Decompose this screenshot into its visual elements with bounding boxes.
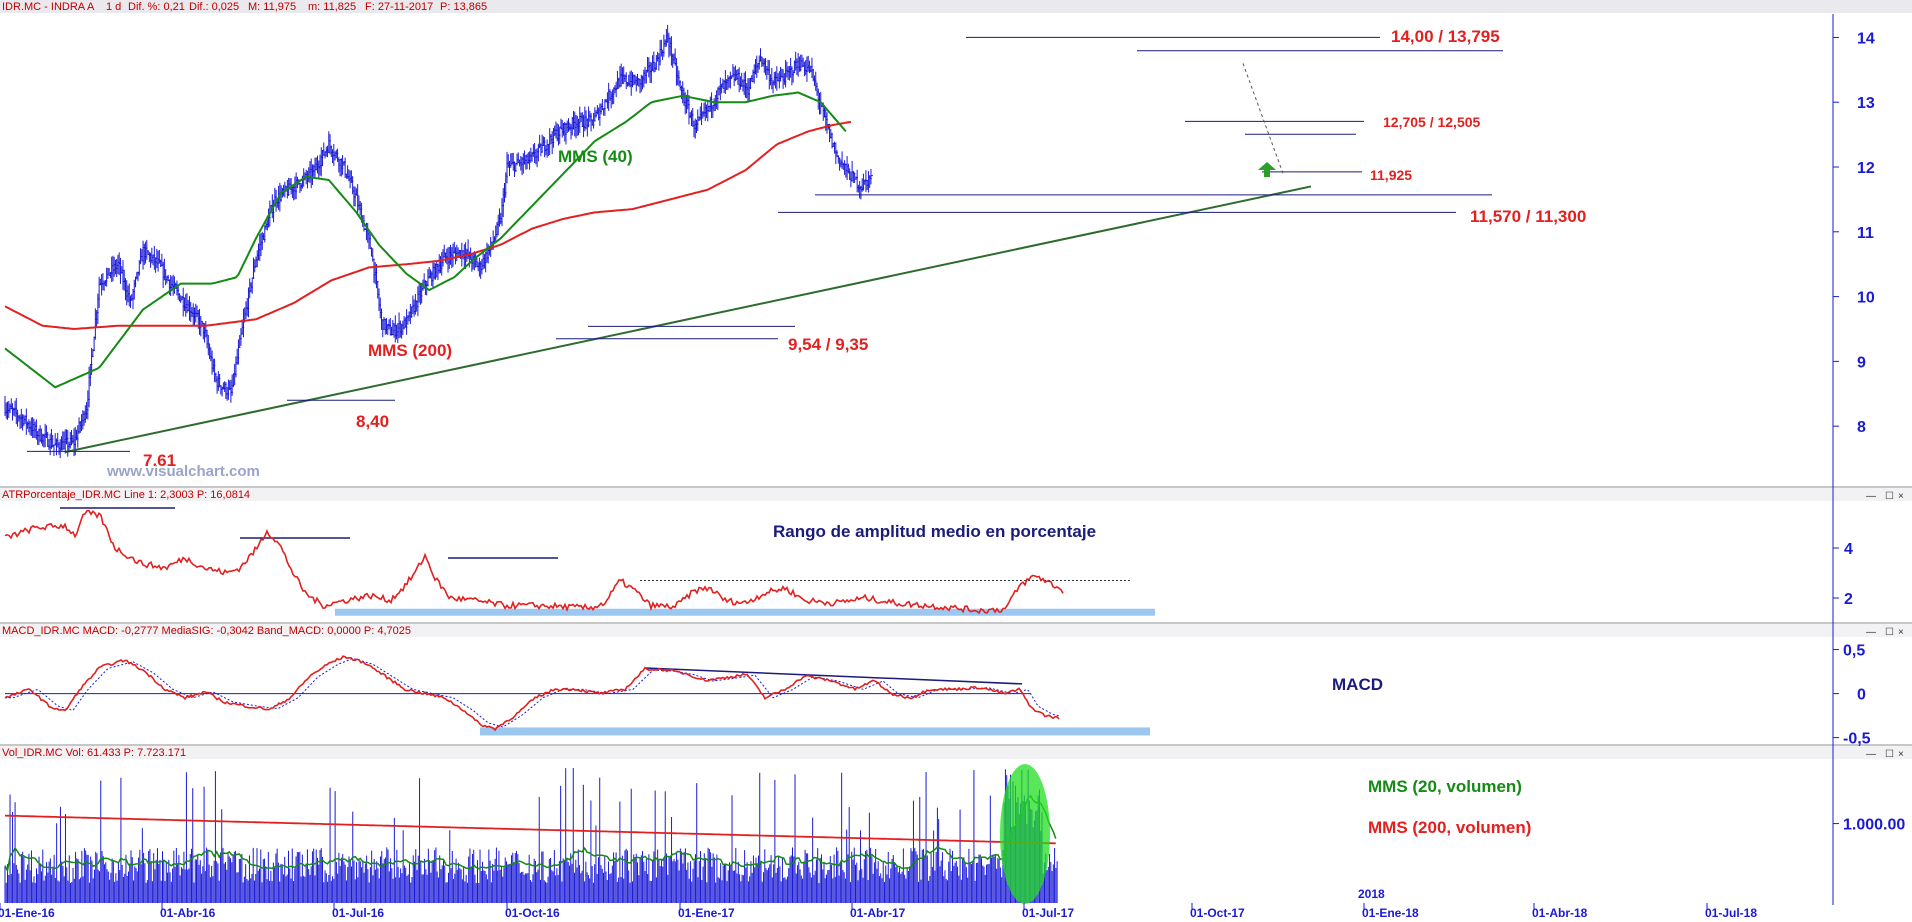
atr-title-bar bbox=[0, 488, 1912, 501]
volume-spike-highlight bbox=[1000, 764, 1050, 904]
dashed-trend bbox=[1242, 63, 1284, 174]
x-tick-label: 01-Abr-16 bbox=[160, 906, 216, 920]
y-tick-label: 0 bbox=[1857, 687, 1866, 704]
header-date: F: 27-11-2017 bbox=[365, 1, 433, 13]
y-tick-label: 9 bbox=[1857, 354, 1866, 371]
x-tick-label: 01-Oct-17 bbox=[1190, 906, 1245, 920]
price-panel bbox=[4, 24, 1503, 459]
y-tick-label: 1.000.00 bbox=[1843, 817, 1905, 834]
up-arrow-icon bbox=[1258, 162, 1276, 177]
vol-title-bar bbox=[0, 746, 1912, 759]
macd-highlight-band bbox=[480, 727, 1150, 736]
y-tick-label: -0,5 bbox=[1843, 731, 1871, 748]
y-tick-label: 13 bbox=[1857, 95, 1875, 112]
x-tick-label: 01-Jul-18 bbox=[1705, 906, 1757, 920]
header-price: P: 13,865 bbox=[440, 1, 487, 13]
vol-mms200-line bbox=[4, 814, 1056, 845]
header-change-pct: Dif. %: 0,21 bbox=[128, 1, 185, 13]
macd-panel bbox=[4, 655, 1150, 736]
x-tick-label: 01-Jul-16 bbox=[332, 906, 384, 920]
macd-annotation: MACD bbox=[1332, 675, 1383, 694]
watermark: www.visualchart.com bbox=[106, 463, 260, 480]
x-tick-label: 01-Ene-16 bbox=[0, 906, 55, 920]
mms40-label: MMS (40) bbox=[558, 147, 633, 166]
header-period: 1 d bbox=[106, 1, 121, 13]
mms200-label: MMS (200) bbox=[368, 341, 452, 360]
x-tick-label: 01-Ene-17 bbox=[678, 906, 735, 920]
header-symbol: IDR.MC - INDRA A bbox=[2, 1, 95, 13]
header-low: m: 11,825 bbox=[308, 1, 356, 13]
maximize-icon[interactable]: ☐ bbox=[1885, 491, 1894, 502]
macd-line bbox=[4, 655, 1060, 732]
level-label-s4: 7.61 bbox=[143, 451, 176, 470]
maximize-icon[interactable]: ☐ bbox=[1885, 627, 1894, 638]
y-tick-label: 12 bbox=[1857, 160, 1875, 177]
x-tick-label: 01-Ene-18 bbox=[1362, 906, 1419, 920]
vol-mm20-label: MMS (20, volumen) bbox=[1368, 777, 1522, 796]
y-tick-label: 0,5 bbox=[1843, 643, 1865, 660]
level-label-r2: 12,705 / 12,505 bbox=[1383, 114, 1481, 130]
x-tick-label: 01-Abr-17 bbox=[850, 906, 906, 920]
vol-panel-title: Vol_IDR.MC Vol: 61.433 P: 7.723.171 bbox=[2, 747, 186, 759]
maximize-icon[interactable]: ☐ bbox=[1885, 749, 1894, 760]
volume-panel bbox=[4, 764, 1058, 904]
level-label-s2: 9,54 / 9,35 bbox=[788, 335, 868, 354]
level-label-r1: 14,00 / 13,795 bbox=[1391, 27, 1500, 46]
level-label-r3: 11,925 bbox=[1370, 167, 1412, 183]
close-icon[interactable]: × bbox=[1898, 627, 1904, 638]
vol-window-controls[interactable]: — ☐ × bbox=[1866, 749, 1904, 760]
x-tick-label: 01-Jul-17 bbox=[1022, 906, 1074, 920]
atr-annotation: Rango de amplitud medio en porcentaje bbox=[773, 522, 1096, 541]
atr-line bbox=[4, 509, 1064, 615]
year-label: 2018 bbox=[1358, 887, 1385, 901]
macd-panel-title: MACD_IDR.MC MACD: -0,2777 MediaSIG: -0,3… bbox=[2, 625, 411, 637]
level-label-s3: 8,40 bbox=[356, 412, 389, 431]
y-tick-label: 8 bbox=[1857, 419, 1866, 436]
y-tick-label: 11 bbox=[1857, 225, 1874, 242]
macd-title-bar bbox=[0, 624, 1912, 637]
header-high: M: 11,975 bbox=[248, 1, 296, 13]
minimize-icon[interactable]: — bbox=[1866, 749, 1876, 760]
vol-mm200-label: MMS (200, volumen) bbox=[1368, 818, 1531, 837]
macd-window-controls[interactable]: — ☐ × bbox=[1866, 627, 1904, 638]
mms200-line bbox=[4, 120, 852, 330]
y-tick-label: 10 bbox=[1857, 290, 1875, 307]
x-tick-label: 01-Oct-16 bbox=[505, 906, 560, 920]
atr-window-controls[interactable]: — ☐ × bbox=[1866, 491, 1904, 502]
atr-panel bbox=[4, 507, 1155, 616]
axes: 8 9 10 11 12 13 14 2 4 0,5 0 -0,5 1.000.00 01-Ene-16 0… bbox=[0, 30, 1905, 920]
header-change: Dif.: 0,025 bbox=[189, 1, 239, 13]
mms40-line bbox=[4, 91, 847, 389]
y-tick-label: 14 bbox=[1857, 30, 1875, 47]
minimize-icon[interactable]: — bbox=[1866, 491, 1876, 502]
minimize-icon[interactable]: — bbox=[1866, 627, 1876, 638]
y-tick-label: 4 bbox=[1844, 541, 1853, 558]
signal-line bbox=[5, 657, 1060, 728]
x-tick-label: 01-Abr-18 bbox=[1532, 906, 1588, 920]
vol-mms20-line bbox=[4, 794, 1057, 874]
y-tick-label: 2 bbox=[1844, 591, 1853, 608]
close-icon[interactable]: × bbox=[1898, 491, 1904, 502]
level-label-s1: 11,570 / 11,300 bbox=[1470, 207, 1586, 226]
close-icon[interactable]: × bbox=[1898, 749, 1904, 760]
macd-trendline bbox=[644, 667, 1023, 685]
atr-highlight-band bbox=[335, 608, 1155, 616]
header-bar bbox=[0, 0, 1912, 13]
trendline bbox=[64, 185, 1312, 454]
atr-panel-title: ATRPorcentaje_IDR.MC Line 1: 2,3003 P: 1… bbox=[2, 489, 250, 501]
